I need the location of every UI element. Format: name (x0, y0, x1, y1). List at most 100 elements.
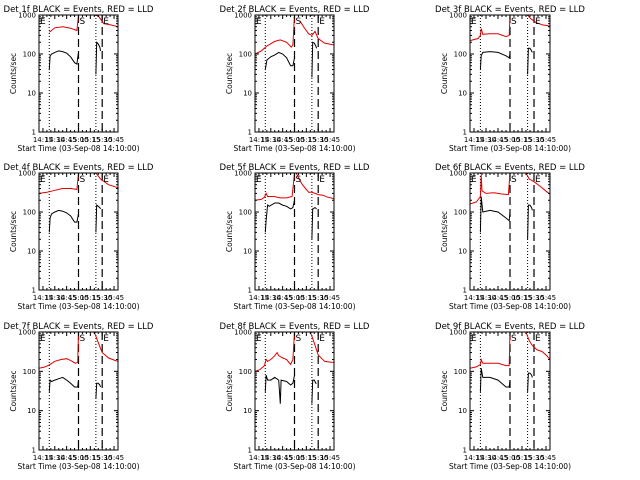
events-series-line (95, 382, 102, 399)
phase-marker: S (296, 17, 302, 27)
phase-marker: E (471, 334, 477, 344)
x-tick-label: 14:45 (488, 136, 508, 144)
y-tick-label: 10 (458, 90, 467, 98)
y-tick-label: 100 (23, 209, 36, 217)
y-tick-label: 1 (248, 129, 252, 137)
x-tick-label: 14:30 (45, 294, 65, 302)
x-tick-label: 15:15 (512, 294, 532, 302)
phase-marker: E (103, 334, 109, 344)
x-tick-label: 14:15 (464, 136, 484, 144)
y-axis-title: Counts/sec (9, 211, 18, 252)
events-series-line (48, 50, 79, 70)
panel-title: Det 9f BLACK = Events, RED = LLD (435, 322, 585, 332)
x-tick-label: 14:30 (261, 294, 281, 302)
y-tick-label: 10 (27, 90, 36, 98)
phase-marker: S (80, 17, 86, 27)
x-tick-label: 15:30 (308, 294, 328, 302)
lld-series-line (38, 172, 79, 194)
lld-series-line (95, 172, 119, 189)
x-tick-label: 14:30 (261, 454, 281, 462)
y-tick-label: 1000 (18, 170, 36, 178)
y-axis-title: Counts/sec (440, 53, 449, 94)
x-tick-label: 15:15 (296, 136, 316, 144)
y-tick-label: 1000 (449, 12, 467, 20)
x-axis-title: Start Time (03-Sep-08 14:10:00) (449, 462, 571, 471)
x-tick-label: 15:30 (524, 454, 544, 462)
x-axis-title: Start Time (03-Sep-08 14:10:00) (234, 462, 356, 471)
x-axis-title: Start Time (03-Sep-08 14:10:00) (234, 144, 356, 153)
x-tick-label: 15:15 (512, 454, 532, 462)
phase-marker: E (103, 175, 109, 185)
x-tick-label: 15:00 (500, 454, 520, 462)
x-tick-label: 15:45 (536, 294, 556, 302)
x-tick-label: 15:15 (80, 136, 100, 144)
lld-series-line (527, 14, 551, 27)
x-tick-label: 14:45 (57, 294, 77, 302)
x-tick-label: 14:30 (261, 136, 281, 144)
x-tick-label: 15:45 (536, 136, 556, 144)
x-axis-title: Start Time (03-Sep-08 14:10:00) (449, 144, 571, 153)
events-series-line (311, 379, 317, 404)
events-series-line (479, 51, 511, 70)
x-tick-label: 15:00 (500, 294, 520, 302)
lld-series-line (254, 172, 295, 201)
x-tick-label: 15:45 (536, 454, 556, 462)
events-series-line (311, 206, 317, 240)
x-tick-label: 14:15 (249, 454, 269, 462)
y-tick-label: 1 (248, 447, 252, 455)
lld-series-line (525, 331, 551, 360)
x-tick-label: 15:00 (500, 136, 520, 144)
x-tick-label: 14:15 (249, 294, 269, 302)
x-tick-label: 14:45 (273, 136, 293, 144)
x-tick-label: 15:30 (92, 454, 112, 462)
chart-panel: 1 10 100 1000 14:1514:3014:4515:0015:1515:30… (4, 5, 154, 153)
events-series-line (264, 374, 295, 404)
y-axis-title: Counts/sec (225, 211, 234, 252)
phase-marker: E (535, 17, 541, 27)
events-series-line (95, 204, 102, 233)
x-tick-label: 15:30 (524, 294, 544, 302)
x-tick-label: 15:45 (104, 294, 124, 302)
x-tick-label: 15:15 (80, 454, 100, 462)
phase-marker: E (471, 175, 477, 185)
phase-marker: S (80, 175, 86, 185)
x-tick-label: 14:15 (464, 294, 484, 302)
y-tick-label: 1000 (234, 329, 252, 337)
y-tick-label: 10 (243, 248, 252, 256)
x-tick-label: 14:15 (249, 136, 269, 144)
phase-marker: E (40, 17, 46, 27)
y-tick-label: 1 (32, 447, 36, 455)
y-tick-label: 10 (27, 407, 36, 415)
x-tick-label: 14:30 (476, 136, 496, 144)
events-series-line (264, 200, 295, 233)
phase-marker: E (319, 334, 325, 344)
y-tick-label: 10 (458, 407, 467, 415)
events-series-line (48, 209, 79, 233)
x-tick-label: 15:30 (308, 454, 328, 462)
x-axis-title: Start Time (03-Sep-08 14:10:00) (234, 302, 356, 311)
x-tick-label: 15:30 (92, 136, 112, 144)
x-tick-label: 15:00 (68, 136, 88, 144)
x-tick-label: 15:00 (68, 294, 88, 302)
y-tick-label: 100 (23, 368, 36, 376)
phase-marker: S (511, 17, 517, 27)
y-tick-label: 100 (239, 209, 252, 217)
phase-marker: S (296, 334, 302, 344)
x-tick-label: 14:45 (273, 454, 293, 462)
x-tick-label: 14:15 (464, 454, 484, 462)
lld-series-line (48, 14, 79, 33)
chart-panel: 1 10 100 1000 14:1514:3014:4515:0015:1515:30… (435, 5, 585, 153)
lld-series-line (254, 14, 295, 55)
phase-marker: E (535, 175, 541, 185)
y-tick-label: 1 (463, 129, 467, 137)
x-tick-label: 15:15 (80, 294, 100, 302)
chart-panel: 1 10 100 1000 14:1514:3014:4515:0015:1515:30… (220, 163, 370, 311)
y-axis-title: Counts/sec (9, 370, 18, 411)
x-tick-label: 15:45 (320, 454, 340, 462)
x-tick-label: 14:30 (476, 294, 496, 302)
x-tick-label: 15:45 (320, 294, 340, 302)
events-series-line (311, 41, 318, 78)
phase-marker: E (40, 334, 46, 344)
x-tick-label: 14:30 (476, 454, 496, 462)
panel-title: Det 5f BLACK = Events, RED = LLD (220, 163, 370, 173)
